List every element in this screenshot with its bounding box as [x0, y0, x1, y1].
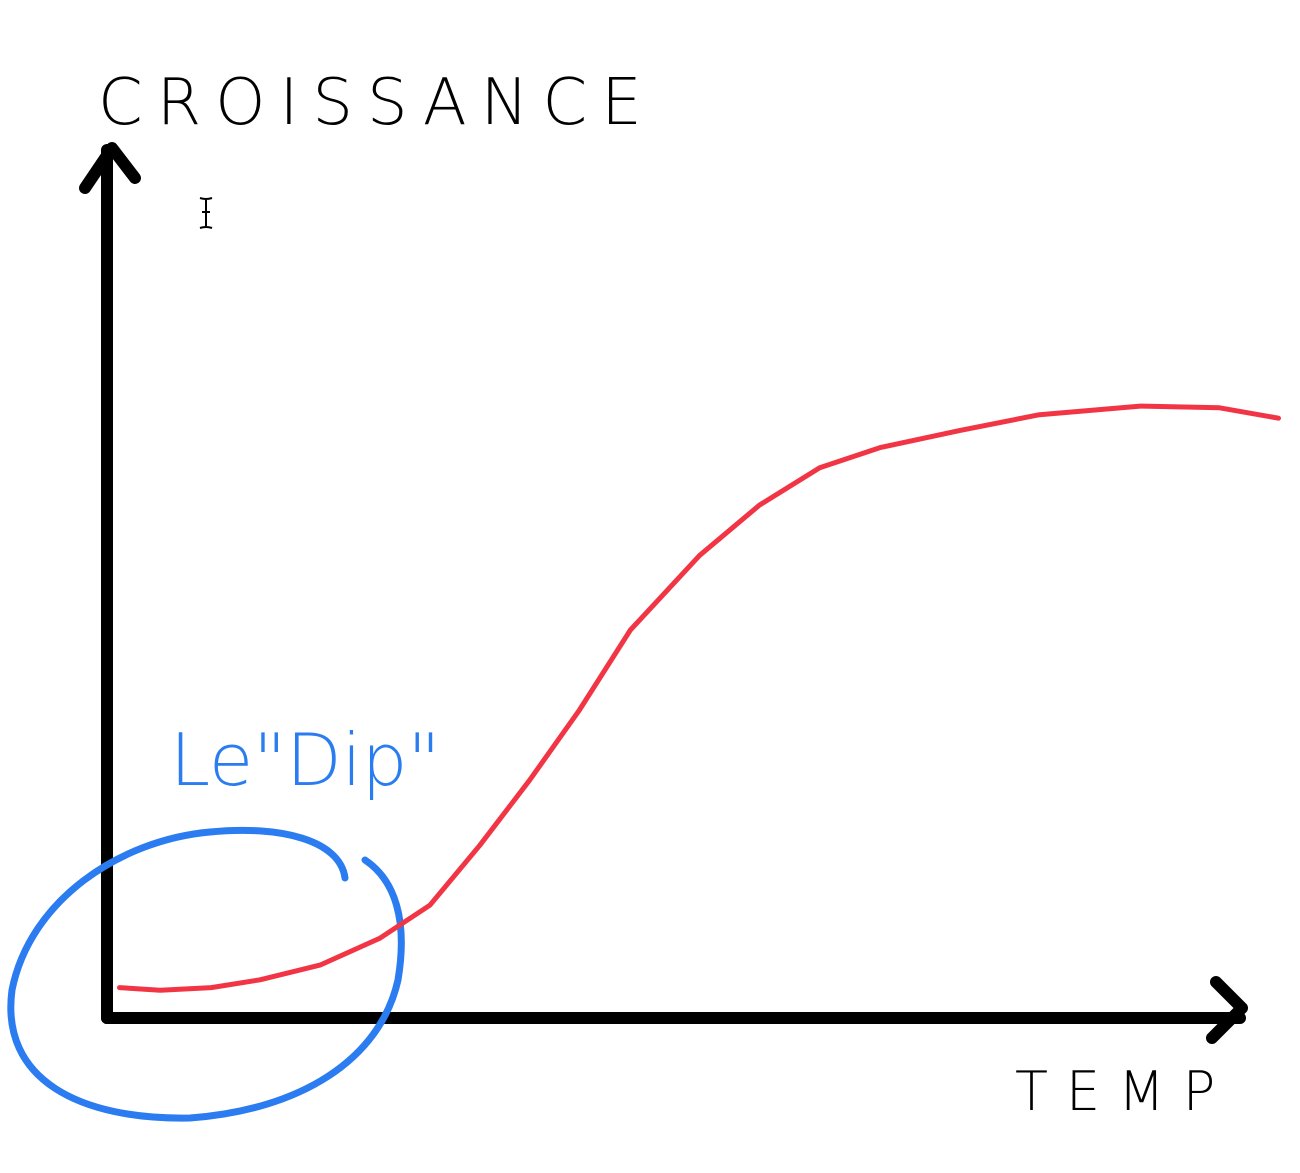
x-axis — [101, 976, 1248, 1044]
text-cursor — [199, 197, 213, 229]
annotation-circle — [7, 826, 405, 1122]
y-axis — [79, 142, 141, 1024]
data-line — [117, 403, 1281, 993]
y-axis-label: CROISSANCE — [98, 66, 656, 140]
annotation: Le"Dip" — [170, 718, 441, 802]
x-axis-label: TEMP — [1015, 1060, 1233, 1123]
